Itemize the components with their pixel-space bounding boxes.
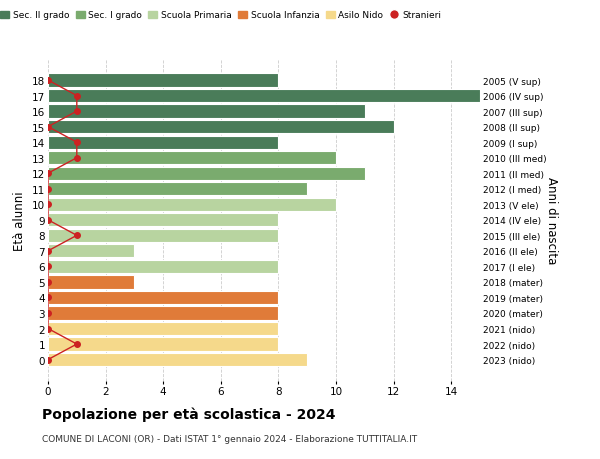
Y-axis label: Anni di nascita: Anni di nascita bbox=[545, 177, 557, 264]
Bar bbox=[48, 245, 134, 258]
Text: Popolazione per età scolastica - 2024: Popolazione per età scolastica - 2024 bbox=[42, 406, 335, 421]
Bar bbox=[48, 74, 278, 88]
Bar bbox=[48, 276, 134, 289]
Bar bbox=[48, 183, 307, 196]
Bar bbox=[48, 322, 278, 336]
Bar bbox=[48, 291, 278, 304]
Legend: Sec. II grado, Sec. I grado, Scuola Primaria, Scuola Infanzia, Asilo Nido, Stran: Sec. II grado, Sec. I grado, Scuola Prim… bbox=[0, 10, 443, 22]
Bar bbox=[48, 229, 278, 242]
Text: COMUNE DI LACONI (OR) - Dati ISTAT 1° gennaio 2024 - Elaborazione TUTTITALIA.IT: COMUNE DI LACONI (OR) - Dati ISTAT 1° ge… bbox=[42, 434, 417, 443]
Bar bbox=[48, 90, 480, 103]
Bar bbox=[48, 167, 365, 180]
Bar bbox=[48, 121, 394, 134]
Bar bbox=[48, 105, 365, 118]
Bar bbox=[48, 198, 336, 212]
Bar bbox=[48, 152, 336, 165]
Bar bbox=[48, 338, 278, 351]
Bar bbox=[48, 353, 307, 366]
Bar bbox=[48, 260, 278, 274]
Bar bbox=[48, 136, 278, 150]
Bar bbox=[48, 214, 278, 227]
Y-axis label: Età alunni: Età alunni bbox=[13, 190, 26, 250]
Bar bbox=[48, 307, 278, 320]
